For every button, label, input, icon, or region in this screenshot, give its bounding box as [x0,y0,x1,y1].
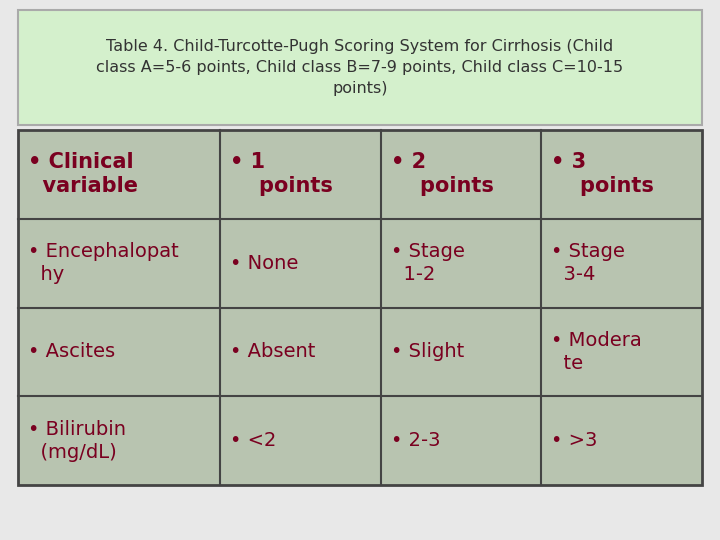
Text: • 3
    points: • 3 points [552,152,654,197]
Text: • >3: • >3 [552,431,598,450]
Text: • Clinical
  variable: • Clinical variable [28,152,138,197]
Text: • Bilirubin
  (mg/dL): • Bilirubin (mg/dL) [28,420,126,462]
Text: Table 4. Child-Turcotte-Pugh Scoring System for Cirrhosis (Child
class A=5-6 poi: Table 4. Child-Turcotte-Pugh Scoring Sys… [96,39,624,96]
Text: • <2: • <2 [230,431,276,450]
FancyBboxPatch shape [18,10,702,125]
Text: • Stage
  3-4: • Stage 3-4 [552,242,625,284]
Text: • Stage
  1-2: • Stage 1-2 [390,242,464,284]
FancyBboxPatch shape [18,130,702,485]
Text: • Absent: • Absent [230,342,315,361]
Text: • 1
    points: • 1 points [230,152,333,197]
Text: • None: • None [230,254,298,273]
Text: • 2
    points: • 2 points [390,152,493,197]
Text: • Modera
  te: • Modera te [552,331,642,373]
Text: • Slight: • Slight [390,342,464,361]
Text: • 2-3: • 2-3 [390,431,440,450]
Text: • Ascites: • Ascites [28,342,115,361]
Text: • Encephalopat
  hy: • Encephalopat hy [28,242,179,284]
